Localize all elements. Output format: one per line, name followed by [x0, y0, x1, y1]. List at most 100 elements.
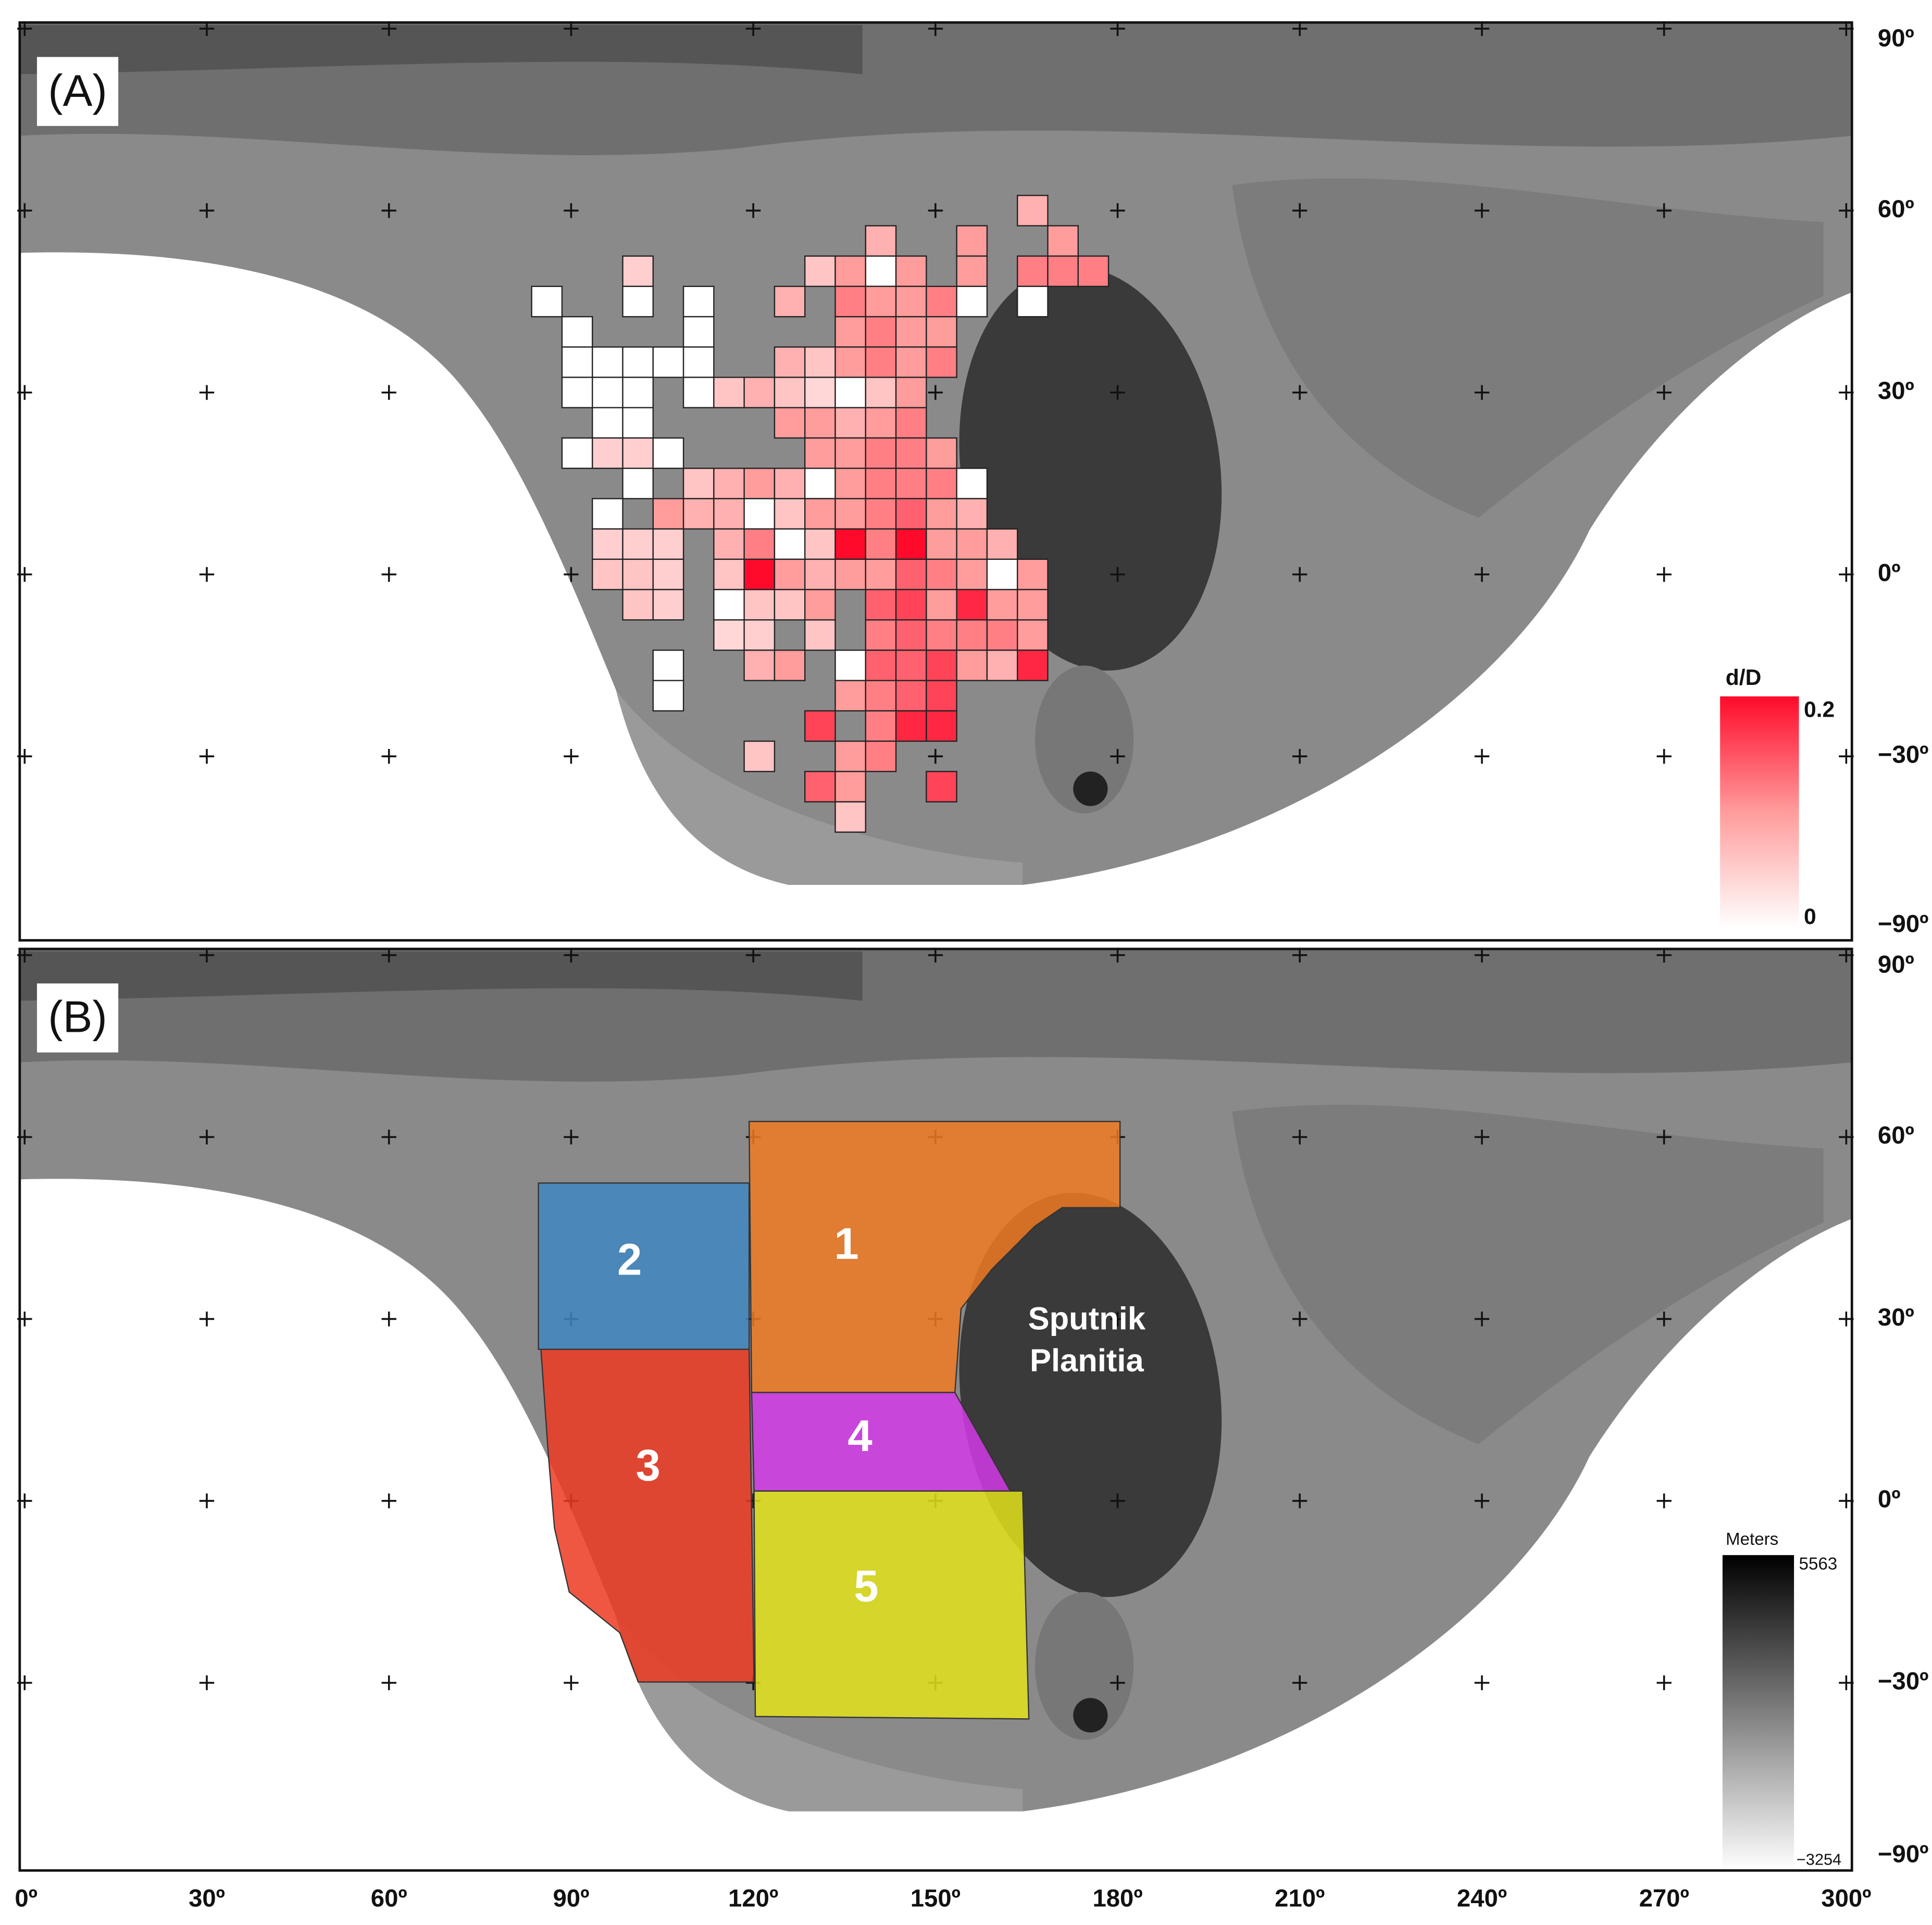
- grid-cell: [956, 225, 988, 257]
- grid-cell: [804, 558, 836, 591]
- grid-cell: [622, 437, 654, 469]
- grid-cell: [926, 467, 957, 499]
- grid-cell: [1017, 589, 1049, 621]
- grid-cell: [592, 346, 624, 378]
- frame-a: [18, 21, 1853, 942]
- grid-cell: [804, 255, 836, 288]
- grid-cross: [928, 21, 943, 36]
- grid-cross: [564, 748, 579, 764]
- grid-cell: [865, 740, 897, 772]
- grid-cell: [804, 710, 836, 742]
- grid-cross: [1656, 1493, 1672, 1508]
- x-tick-label: 90º: [553, 1885, 589, 1913]
- grid-cell: [834, 771, 866, 803]
- grid-cell: [926, 619, 957, 651]
- grid-cell: [774, 467, 806, 499]
- grid-cross: [199, 21, 215, 36]
- grid-cross: [1656, 385, 1672, 400]
- grid-cross: [1292, 203, 1307, 218]
- grid-cross: [199, 1493, 215, 1508]
- grid-cell: [926, 316, 957, 348]
- grid-cell: [865, 285, 897, 318]
- grid-cell: [865, 225, 897, 257]
- grid-cross: [564, 1675, 579, 1691]
- grid-cell: [834, 285, 866, 318]
- grid-cross: [1292, 1311, 1307, 1327]
- grid-cell: [926, 346, 957, 378]
- grid-cell: [652, 528, 684, 560]
- region-label: 4: [847, 1411, 872, 1461]
- grid-cross: [1292, 748, 1307, 764]
- grid-cross: [1656, 203, 1672, 218]
- grid-cell: [834, 407, 866, 439]
- grid-cell: [895, 437, 927, 469]
- grid-cell: [834, 649, 866, 681]
- grid-cell: [713, 467, 745, 499]
- grid-cell: [531, 285, 563, 318]
- grid-cross: [381, 1493, 396, 1508]
- grid-cross: [1110, 748, 1125, 764]
- grid-cell: [926, 589, 957, 621]
- overlays: 0º 30º 60º 90º 120º 150º 180º 210º 240º 270º 300º9…: [15, 21, 1928, 1913]
- grid-cell: [865, 558, 897, 591]
- grid-cell: [774, 285, 806, 318]
- grid-cross: [1110, 385, 1125, 400]
- grid-cross: [1656, 1129, 1672, 1145]
- region-label: 3: [636, 1441, 660, 1491]
- grid-cell: [804, 437, 836, 469]
- y-tick-label: 90º: [1878, 24, 1914, 52]
- region-label: 5: [854, 1562, 878, 1611]
- grid-cross: [1474, 1675, 1490, 1691]
- grid-cell: [622, 377, 654, 408]
- grid-cell: [682, 467, 715, 499]
- grid-cell: [865, 680, 897, 712]
- grid-cell: [1017, 619, 1049, 651]
- x-tick-label: 180º: [1092, 1885, 1142, 1913]
- x-tick-label: 60º: [371, 1885, 407, 1913]
- grid-cell: [986, 649, 1018, 681]
- grid-cell: [926, 771, 957, 803]
- grid-cell: [834, 740, 866, 772]
- y-tick-label: −90º: [1878, 1840, 1929, 1868]
- grid-cell: [956, 285, 988, 318]
- grid-cross: [1474, 1493, 1490, 1508]
- y-tick-label: 90º: [1878, 951, 1914, 979]
- grid-cell: [865, 346, 897, 378]
- grid-cross: [1474, 567, 1490, 582]
- x-tick-label: 210º: [1275, 1885, 1325, 1913]
- y-tick-label: 60º: [1878, 1122, 1914, 1149]
- grid-cell: [713, 377, 745, 408]
- grid-cell: [713, 589, 745, 621]
- grid-cell: [956, 589, 988, 621]
- grid-cell: [652, 437, 684, 469]
- grid-cell: [713, 528, 745, 560]
- grid-cell: [774, 498, 806, 530]
- colorbar-title: d/D: [1726, 665, 1762, 690]
- grid-cell: [834, 467, 866, 499]
- grid-cell: [622, 346, 654, 378]
- grid-cell: [1077, 255, 1110, 288]
- grid-cell: [834, 528, 866, 560]
- panel-label: (A): [48, 66, 107, 116]
- grid-cell: [865, 498, 897, 530]
- grid-cell: [622, 285, 654, 318]
- grid-cross: [928, 203, 943, 218]
- grid-cell: [682, 285, 715, 318]
- grid-cross: [1292, 947, 1307, 963]
- grid-cross: [564, 947, 579, 963]
- grid-cell: [895, 710, 927, 742]
- grid-cell: [834, 255, 866, 288]
- grid-cross: [1110, 1675, 1125, 1691]
- grid-cross: [1656, 21, 1672, 36]
- grid-cell: [956, 558, 988, 591]
- grid-cell: [865, 528, 897, 560]
- region-label: 2: [617, 1235, 642, 1285]
- grid-cross: [928, 748, 943, 764]
- x-tick-label: 150º: [911, 1885, 961, 1913]
- grid-cell: [865, 589, 897, 621]
- grid-cell: [774, 528, 806, 560]
- grid-cell: [592, 498, 624, 530]
- grid-cross: [1110, 21, 1125, 36]
- grid-cross: [928, 947, 943, 963]
- grid-cross: [381, 567, 396, 582]
